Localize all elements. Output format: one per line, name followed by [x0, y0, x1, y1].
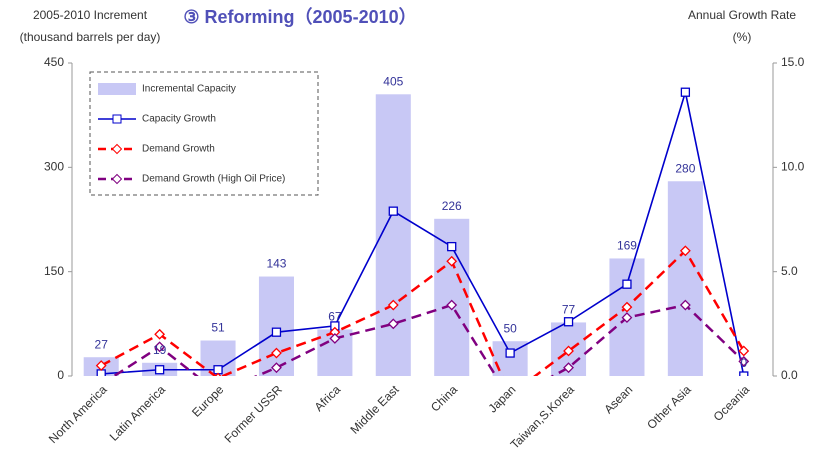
x-tick-label: Japan: [485, 382, 518, 415]
y2-axis-label: (%): [733, 30, 752, 44]
marker: [563, 345, 574, 357]
marker: [96, 369, 106, 376]
data-label: 226: [442, 199, 462, 213]
bar: [258, 276, 294, 376]
y-tick-label: 450: [44, 55, 64, 69]
x-tick-label: Oceania: [711, 382, 753, 424]
x-tick-label: Europe: [189, 382, 226, 419]
plot-area: [83, 87, 750, 376]
marker: [154, 341, 166, 353]
legend-swatch: [98, 83, 136, 95]
chart-title: ③ Reforming（2005-2010）: [183, 7, 416, 27]
legend-label: Demand Growth: [142, 144, 215, 155]
marker: [271, 362, 282, 374]
marker: [446, 299, 458, 311]
marker: [95, 360, 107, 371]
marker: [621, 301, 633, 313]
data-label: 405: [383, 74, 403, 88]
marker: [213, 365, 223, 375]
legend-label: Demand Growth (High Oil Price): [142, 174, 285, 185]
x-tick-label: Middle East: [347, 382, 402, 437]
marker: [563, 362, 574, 374]
marker: [271, 327, 282, 337]
data-label: 51: [211, 321, 225, 335]
line: [100, 248, 745, 376]
y-axis-label: 2005-2010 Increment: [33, 8, 148, 22]
y2-tick-label: 10.0: [781, 160, 805, 174]
marker: [563, 317, 574, 327]
marker: [679, 299, 691, 311]
marker: [738, 355, 750, 367]
marker: [329, 333, 341, 344]
data-label: 169: [617, 239, 637, 253]
marker: [505, 348, 515, 358]
legend-marker: [111, 143, 123, 155]
marker: [214, 372, 222, 376]
marker: [738, 345, 750, 357]
x-tick-label: Former USSR: [222, 382, 285, 445]
data-label: 280: [675, 161, 695, 175]
data-label: 77: [562, 303, 576, 317]
y2-axis-label: Annual Growth Rate: [688, 8, 796, 22]
data-label: 50: [503, 321, 517, 335]
marker: [388, 206, 398, 216]
marker: [271, 347, 282, 359]
data-label: 27: [95, 337, 109, 351]
legend-marker: [111, 173, 123, 185]
y2-tick-label: 0.0: [781, 368, 798, 382]
y-axis-label: (thousand barrels per day): [20, 30, 161, 44]
x-tick-label: Africa: [312, 382, 344, 414]
marker: [680, 87, 691, 97]
y-tick-label: 300: [44, 160, 64, 174]
marker: [446, 255, 458, 267]
x-tick-label: Latin America: [107, 382, 169, 444]
marker: [447, 241, 457, 252]
line: [101, 91, 745, 376]
legend-marker: [112, 114, 122, 124]
marker: [154, 328, 166, 340]
legend-label: Capacity Growth: [142, 114, 216, 125]
marker: [387, 318, 399, 330]
marker: [387, 299, 399, 311]
y-tick-label: 150: [44, 264, 64, 278]
x-tick-label: Other Asia: [644, 382, 694, 432]
data-label: 143: [266, 257, 286, 271]
marker: [154, 365, 165, 375]
y2-tick-label: 15.0: [781, 55, 805, 69]
marker: [679, 245, 691, 257]
line: [111, 303, 745, 376]
x-tick-label: Asean: [601, 382, 635, 416]
marker: [739, 371, 749, 376]
y-tick-label: 0: [57, 368, 64, 382]
data-label: 0: [740, 356, 747, 370]
bar: [667, 181, 703, 376]
y2-tick-label: 5.0: [781, 264, 798, 278]
marker: [622, 279, 632, 289]
x-tick-label: China: [428, 382, 460, 414]
data-label: 67: [328, 310, 342, 324]
legend-label: Incremental Capacity: [142, 84, 236, 95]
x-tick-label: North America: [46, 382, 110, 446]
marker: [621, 312, 633, 323]
data-label: 19: [153, 343, 167, 357]
